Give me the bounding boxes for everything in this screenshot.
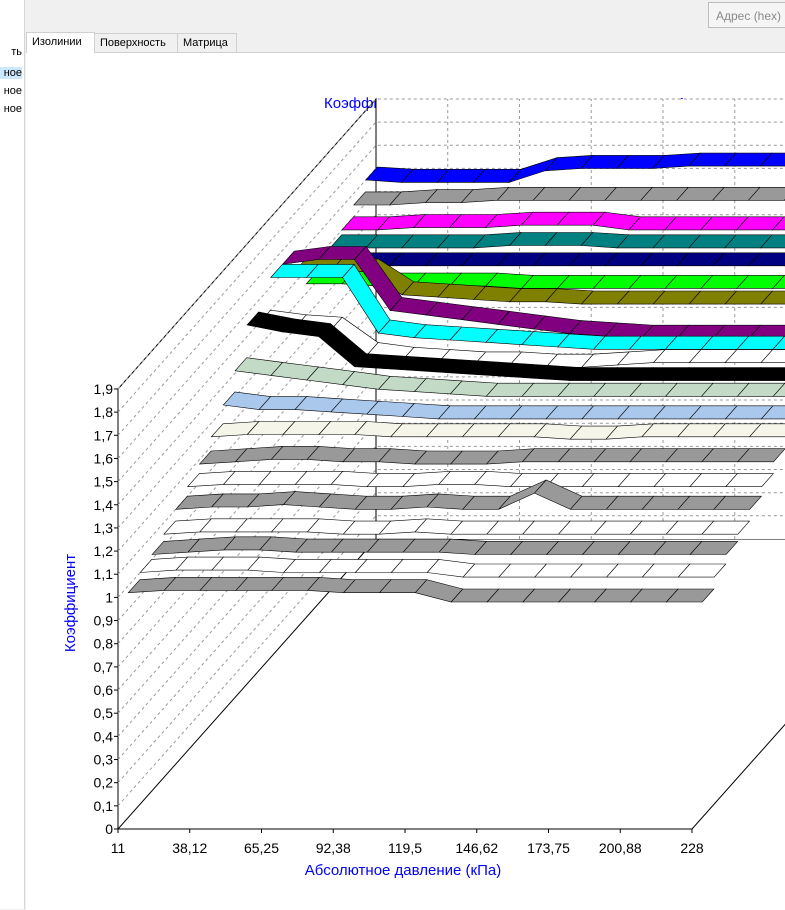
x-tick-label: 65,25 — [244, 840, 279, 856]
surface-strip — [318, 253, 785, 266]
x-axis-label: Абсолютное давление (кПа) — [305, 862, 501, 879]
y-tick-label: 0,6 — [94, 682, 114, 698]
y-tick-label: 0,5 — [94, 705, 114, 721]
y-tick-label: 1,3 — [94, 520, 114, 536]
x-tick-label: 228 — [680, 840, 704, 856]
x-tick-label: 146,62 — [455, 840, 498, 856]
x-tick-label: 173,75 — [527, 840, 570, 856]
y-tick-label: 1,6 — [94, 450, 114, 466]
surface-strip — [188, 471, 774, 486]
surface-strip — [330, 233, 785, 248]
y-tick-label: 0,3 — [94, 752, 114, 768]
y-tick-label: 0,2 — [94, 775, 114, 791]
x-axis-ticks: 11 38,12 65,25 92,38 119,5 146,62 173,75 200,88… — [111, 829, 704, 856]
y-tick-label: 1,5 — [94, 474, 114, 490]
y-tick-label: 1 — [105, 589, 113, 605]
x-tick-label: 38,12 — [172, 840, 207, 856]
x-tick-label: 11 — [111, 840, 126, 856]
x-tick-label: 200,88 — [599, 840, 642, 856]
y-tick-label: 0 — [105, 821, 113, 837]
y-tick-label: 1,8 — [94, 404, 114, 420]
y-tick-label: 0,8 — [94, 636, 114, 652]
y-tick-label: 0,9 — [94, 613, 114, 629]
y-tick-label: 1,2 — [94, 543, 114, 559]
x-tick-label: 92,38 — [316, 840, 351, 856]
y-tick-label: 1,7 — [94, 427, 114, 443]
y-tick-label: 1,9 — [94, 381, 114, 397]
y-tick-label: 1,1 — [94, 566, 114, 582]
surface-strip — [164, 519, 750, 534]
surface-strip — [211, 422, 785, 440]
y-axis-label: Коэффициент — [62, 554, 79, 652]
tab-isolines[interactable]: Изолинии — [26, 32, 95, 53]
y-tick-label: 1,4 — [94, 497, 114, 513]
x-tick-label: 119,5 — [388, 840, 422, 856]
y-axis-ticks: 0 0,1 0,2 0,3 0,4 0,5 0,6 0,7 0,8 0,9 1 1,1 1,2 1,3 1,… — [94, 381, 118, 837]
y-tick-label: 0,7 — [94, 659, 114, 675]
y-tick-label: 0,1 — [94, 798, 114, 814]
y-tick-label: 0,4 — [94, 728, 114, 744]
